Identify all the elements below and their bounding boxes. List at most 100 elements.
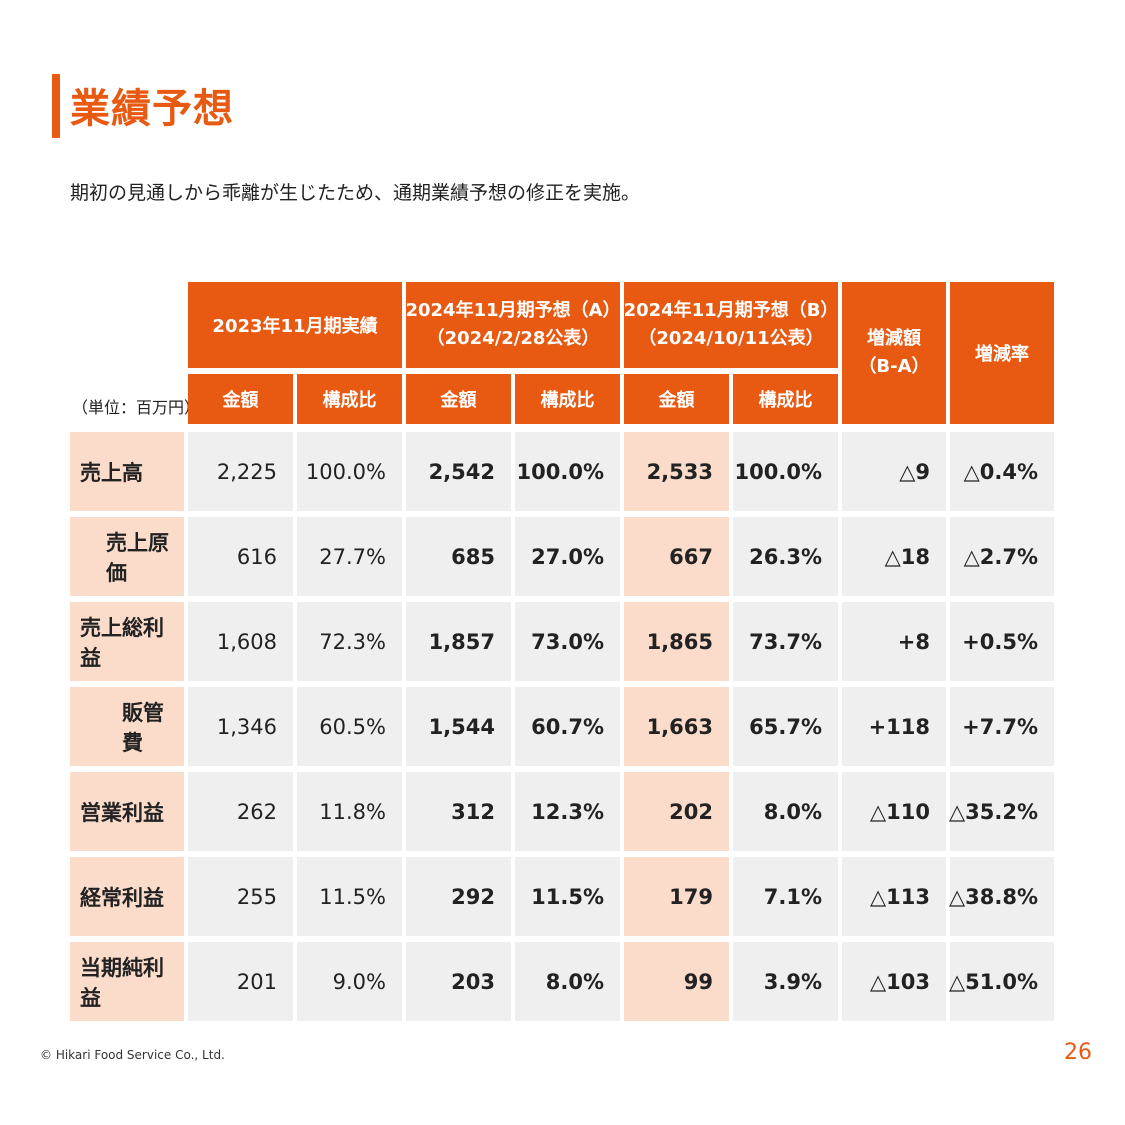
cell-fy2023-ratio: 11.8% [297, 772, 402, 851]
cell-fy2023-ratio: 100.0% [297, 432, 402, 511]
cell-diff: △18 [842, 517, 946, 596]
row-label-text: 当期純利益 [80, 955, 164, 1010]
cell-fy2024a-amount: 203 [406, 942, 511, 1021]
header-rate-label: 増減率 [975, 344, 1029, 365]
header-amount-fy2024a: 金額 [406, 374, 511, 424]
cell-fy2024b-ratio: 100.0% [733, 432, 838, 511]
page-subtitle: 期初の見通しから乖離が生じたため、通期業績予想の修正を実施。 [70, 182, 641, 204]
cell-rate: △2.7% [950, 517, 1054, 596]
cell-fy2024b-amount: 2,533 [624, 432, 729, 511]
cell-fy2024b-amount: 1,865 [624, 602, 729, 681]
header-fy2023: 2023年11月期実績 [188, 282, 402, 368]
header-diff: 増減額 （B-A） [842, 282, 946, 424]
header-diff-line2: （B-A） [858, 356, 930, 377]
cell-fy2024a-amount: 2,542 [406, 432, 511, 511]
cell-rate: △51.0% [949, 942, 1054, 1021]
cell-fy2024b-amount: 179 [624, 857, 729, 936]
cell-fy2023-ratio: 9.0% [297, 942, 402, 1021]
row-label: 経常利益 [70, 857, 184, 936]
cell-fy2023-amount: 1,608 [188, 602, 293, 681]
header-ratio-fy2023: 構成比 [297, 374, 402, 424]
row-label: 営業利益 [70, 772, 184, 851]
cell-diff: △103 [842, 942, 946, 1021]
cell-rate: △0.4% [950, 432, 1054, 511]
header-amount-label: 金額 [440, 390, 477, 411]
cell-fy2024a-ratio: 12.3% [515, 772, 620, 851]
header-amount-fy2023: 金額 [188, 374, 293, 424]
cell-diff: +118 [842, 687, 946, 766]
page-number: 26 [1064, 1040, 1092, 1065]
header-fy2024b: 2024年11月期予想（B） （2024/10/11公表） [624, 282, 838, 368]
cell-fy2024a-ratio: 8.0% [515, 942, 620, 1021]
cell-fy2023-amount: 616 [188, 517, 293, 596]
cell-diff: △113 [842, 857, 946, 936]
header-amount-fy2024b: 金額 [624, 374, 729, 424]
cell-fy2024a-amount: 1,857 [406, 602, 511, 681]
row-label: 売上総利益 [70, 602, 184, 681]
cell-diff: +8 [842, 602, 946, 681]
cell-fy2024a-amount: 292 [406, 857, 511, 936]
header-ratio-label: 構成比 [540, 390, 595, 411]
unit-label: （単位：百万円） [72, 398, 201, 417]
row-label: 売上原価 [70, 517, 184, 596]
cell-fy2024a-ratio: 100.0% [515, 432, 620, 511]
row-label: 売上高 [70, 432, 184, 511]
row-label-text: 売上原価 [106, 530, 169, 585]
cell-fy2023-ratio: 60.5% [297, 687, 402, 766]
title-accent-bar [52, 74, 60, 138]
header-ratio-label: 構成比 [322, 390, 377, 411]
cell-fy2024b-amount: 202 [624, 772, 729, 851]
cell-fy2023-amount: 2,225 [188, 432, 293, 511]
header-diff-line1: 増減額 [867, 328, 921, 349]
cell-fy2024b-amount: 667 [624, 517, 729, 596]
cell-fy2023-ratio: 11.5% [297, 857, 402, 936]
header-fy2024a-line1: 2024年11月期予想（A） [405, 300, 621, 321]
cell-rate: △38.8% [949, 857, 1054, 936]
cell-fy2023-amount: 262 [188, 772, 293, 851]
cell-fy2024b-ratio: 65.7% [733, 687, 838, 766]
cell-fy2023-amount: 1,346 [188, 687, 293, 766]
copyright-footer: © Hikari Food Service Co., Ltd. [40, 1048, 225, 1062]
header-fy2024b-line1: 2024年11月期予想（B） [623, 300, 839, 321]
cell-fy2024b-amount: 1,663 [624, 687, 729, 766]
cell-rate: +0.5% [950, 602, 1054, 681]
row-label-text: 経常利益 [80, 885, 164, 910]
cell-fy2023-amount: 255 [188, 857, 293, 936]
cell-fy2024b-amount: 99 [624, 942, 729, 1021]
cell-rate: +7.7% [950, 687, 1054, 766]
cell-fy2024a-ratio: 73.0% [515, 602, 620, 681]
cell-fy2023-ratio: 27.7% [297, 517, 402, 596]
row-label-text: 販管費 [122, 700, 164, 755]
cell-fy2024b-ratio: 26.3% [733, 517, 838, 596]
cell-fy2024a-amount: 1,544 [406, 687, 511, 766]
cell-fy2024a-ratio: 11.5% [515, 857, 620, 936]
header-fy2024a-line2: （2024/2/28公表） [426, 328, 600, 349]
header-fy2024b-line2: （2024/10/11公表） [638, 328, 824, 349]
header-amount-label: 金額 [222, 390, 259, 411]
header-ratio-label: 構成比 [758, 390, 813, 411]
cell-rate: △35.2% [949, 772, 1054, 851]
cell-fy2024b-ratio: 3.9% [733, 942, 838, 1021]
page-title: 業績予想 [70, 86, 234, 132]
header-amount-label: 金額 [658, 390, 695, 411]
header-fy2023-label: 2023年11月期実績 [212, 316, 378, 337]
header-fy2024a: 2024年11月期予想（A） （2024/2/28公表） [405, 282, 621, 368]
cell-diff: △110 [842, 772, 946, 851]
cell-fy2024a-ratio: 27.0% [515, 517, 620, 596]
cell-fy2024b-ratio: 7.1% [733, 857, 838, 936]
cell-fy2024b-ratio: 73.7% [733, 602, 838, 681]
cell-fy2023-amount: 201 [188, 942, 293, 1021]
cell-fy2024b-ratio: 8.0% [733, 772, 838, 851]
row-label: 販管費 [70, 687, 184, 766]
cell-fy2024a-amount: 685 [406, 517, 511, 596]
row-label: 当期純利益 [70, 942, 184, 1021]
cell-fy2024a-ratio: 60.7% [515, 687, 620, 766]
row-label-text: 売上総利益 [80, 615, 164, 670]
cell-fy2024a-amount: 312 [406, 772, 511, 851]
header-rate: 増減率 [950, 282, 1054, 424]
row-label-text: 営業利益 [80, 800, 164, 825]
header-ratio-fy2024a: 構成比 [515, 374, 620, 424]
cell-fy2023-ratio: 72.3% [297, 602, 402, 681]
row-label-text: 売上高 [80, 460, 143, 485]
cell-diff: △9 [842, 432, 946, 511]
